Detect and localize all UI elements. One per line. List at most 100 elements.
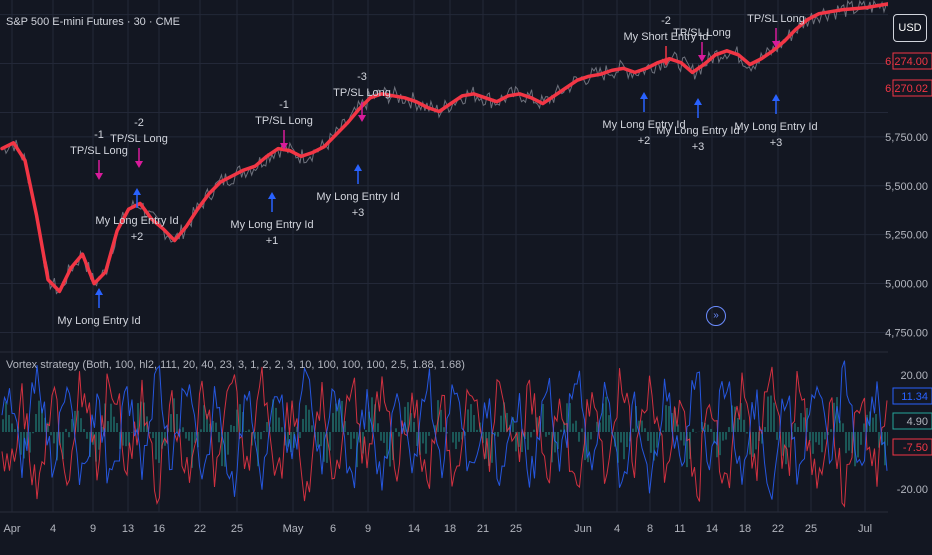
vortex-diff-bar (650, 432, 652, 453)
vortex-diff-bar (137, 403, 139, 432)
vortex-diff-bar (725, 432, 727, 440)
vortex-diff-bar (455, 432, 457, 449)
vortex-diff-bar (68, 432, 70, 437)
vortex-diff-bar (710, 429, 712, 432)
vortex-diff-bar (308, 410, 310, 432)
vortex-diff-bar (38, 401, 40, 432)
vortex-diff-bar (422, 432, 424, 443)
annotation-label: TP/SL Long (747, 13, 805, 25)
vortex-diff-bar (863, 423, 865, 432)
vortex-diff-bar (470, 404, 472, 432)
vortex-diff-bar (770, 396, 772, 432)
vortex-diff-bar (533, 430, 535, 432)
x-tick-label: 9 (365, 523, 371, 535)
vortex-diff-bar (662, 431, 664, 432)
x-tick-label: 21 (477, 523, 489, 535)
x-tick-label: 4 (614, 523, 620, 535)
vortex-diff-bar (773, 403, 775, 432)
vortex-diff-bar (332, 413, 334, 432)
vortex-diff-bar (125, 432, 127, 446)
vortex-diff-bar (815, 432, 817, 442)
vortex-diff-bar (245, 431, 247, 432)
vortex-diff-bar (320, 432, 322, 446)
vortex-diff-bar (608, 415, 610, 432)
vortex-minus-line (2, 367, 887, 506)
x-tick-label: Apr (3, 523, 20, 535)
vortex-diff-bar (260, 432, 262, 439)
vortex-diff-bar (248, 430, 250, 432)
vortex-diff-bar (641, 421, 643, 432)
annotation-qty: +3 (692, 141, 705, 153)
entry-arrow-head (268, 192, 276, 199)
vortex-diff-bar (278, 418, 280, 432)
vortex-diff-bar (797, 427, 799, 432)
annotation-label: My Long Entry Id (734, 121, 817, 133)
vortex-diff-bar (440, 410, 442, 432)
vortex-diff-bar (14, 429, 16, 432)
moving-average-path (2, 4, 888, 292)
vortex-diff-bar (458, 432, 460, 442)
vortex-diff-bar (53, 432, 55, 443)
vortex-diff-bar (743, 420, 745, 432)
vortex-diff-bar (365, 430, 367, 432)
vortex-diff-bar (353, 432, 355, 439)
entry-arrow-head (694, 98, 702, 105)
vortex-diff-bar (185, 432, 187, 439)
vortex-diff-bar (110, 404, 112, 432)
x-tick-label: 8 (647, 523, 653, 535)
vortex-diff-bar (305, 405, 307, 432)
vortex-diff-bar (377, 423, 379, 432)
vortex-diff-bar (398, 432, 400, 437)
vortex-diff-bar (65, 429, 67, 432)
fast-forward-icon[interactable]: » (706, 306, 726, 326)
entry-arrow-head (95, 288, 103, 295)
vortex-diff-bar (530, 432, 532, 437)
vortex-diff-bar (755, 432, 757, 449)
vortex-diff-bar (35, 414, 37, 432)
vortex-diff-bar (152, 432, 154, 438)
y-tick-label: 5,000.00 (885, 279, 928, 291)
vortex-diff-bar (158, 432, 160, 463)
vortex-diff-bar (317, 432, 319, 447)
x-tick-label: Jul (858, 523, 872, 535)
annotation-label: My Long Entry Id (95, 215, 178, 227)
vortex-diff-bar (668, 406, 670, 432)
vortex-diff-bar (11, 423, 13, 432)
price-tag: 6,274.00 (885, 56, 928, 68)
x-tick-label: 18 (444, 523, 456, 535)
vortex-diff-bar (842, 423, 844, 432)
vortex-diff-bar (818, 432, 820, 445)
vortex-diff-bar (809, 432, 811, 441)
vortex-diff-bar (176, 414, 178, 432)
vortex-diff-bar (227, 432, 229, 455)
currency-button[interactable]: USD (893, 14, 927, 42)
annotation-label: TP/SL Long (255, 115, 313, 127)
vortex-diff-bar (623, 432, 625, 459)
annotation-qty: +2 (638, 135, 651, 147)
vortex-diff-bar (2, 419, 4, 432)
vortex-diff-bar (476, 430, 478, 432)
vortex-diff-bar (428, 432, 430, 436)
vortex-pane[interactable] (2, 361, 889, 507)
x-tick-label: 25 (510, 523, 522, 535)
vortex-diff-bar (383, 432, 385, 443)
vortex-diff-bar (794, 423, 796, 432)
vortex-diff-bar (824, 432, 826, 439)
vortex-diff-bar (32, 432, 34, 433)
vortex-diff-bar (230, 425, 232, 432)
vortex-diff-bar (311, 425, 313, 432)
indicator-title[interactable]: Vortex strategy (Both, 100, hl2, 111, 20… (6, 359, 465, 371)
annotation-label: TP/SL Long (110, 133, 168, 145)
indicator-tag: 11.34 (901, 391, 928, 403)
vortex-diff-bar (302, 419, 304, 432)
x-tick-label: 4 (50, 523, 56, 535)
exit-arrow-head (698, 55, 706, 62)
symbol-title[interactable]: S&P 500 E-mini Futures · 30 · CME (6, 16, 180, 28)
indicator-tick-label: -20.00 (897, 484, 928, 496)
vortex-diff-bar (413, 422, 415, 432)
vortex-diff-bar (800, 413, 802, 432)
price-pane[interactable] (2, 1, 888, 294)
x-tick-label: 25 (231, 523, 243, 535)
